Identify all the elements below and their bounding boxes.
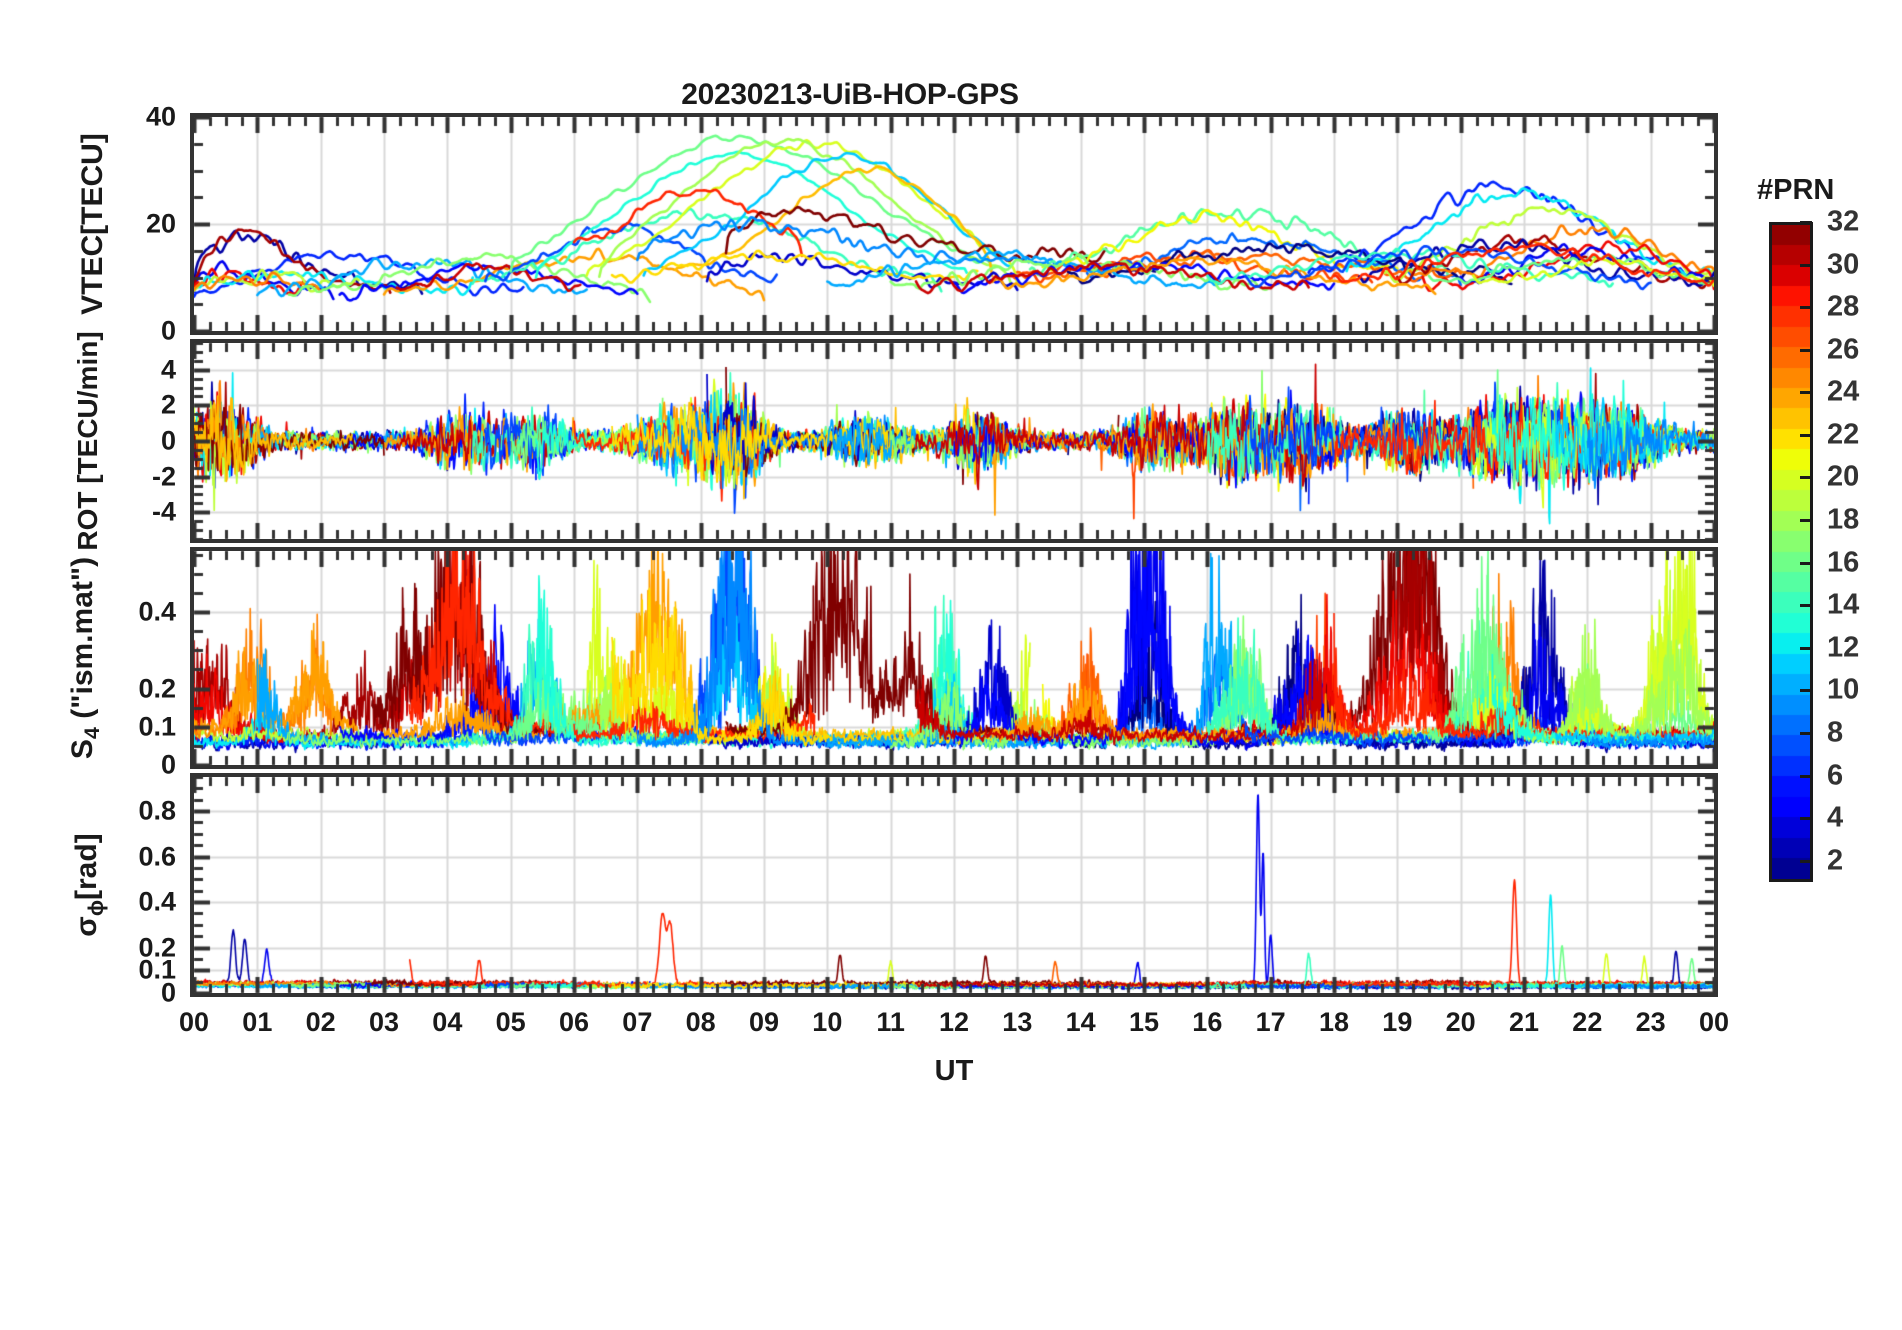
- y-tick-label-sigmaphi-4: 0.6: [138, 841, 176, 872]
- x-tick-label-12: 12: [938, 1007, 970, 1037]
- x-tick-label-7: 07: [622, 1007, 653, 1037]
- colorbar-tick-mark-12: [1800, 731, 1812, 735]
- colorbar-tick-label-12: 8: [1827, 716, 1844, 749]
- x-tick-label-20: 20: [1445, 1007, 1476, 1037]
- colorbar-tick-mark-14: [1800, 817, 1812, 821]
- y-tick-label-rot-4: 4: [160, 354, 176, 385]
- y-tick-label-sigmaphi-1: 0.1: [138, 954, 176, 985]
- x-tick-label-11: 11: [876, 1007, 905, 1037]
- y-tick-label-sigmaphi-0: 0: [160, 977, 176, 1008]
- colorbar-tick-mark-5: [1800, 433, 1812, 437]
- x-tick-label-17: 17: [1255, 1007, 1286, 1037]
- colorbar-tick-mark-0: [1800, 221, 1812, 224]
- y-tick-label-rot-0: -4: [151, 496, 176, 527]
- y-tick-label-vtec-1: 20: [145, 208, 176, 239]
- colorbar-tick-label-6: 20: [1827, 460, 1860, 493]
- colorbar-tick-mark-11: [1800, 689, 1812, 693]
- x-tick-label-5: 05: [495, 1007, 526, 1037]
- colorbar-tick-label-8: 16: [1827, 546, 1860, 579]
- y-tick-label-s4-2: 0.2: [138, 673, 176, 704]
- colorbar-tick-label-3: 26: [1827, 333, 1860, 366]
- x-tick-label-0: 00: [178, 1007, 210, 1037]
- colorbar-tick-label-14: 4: [1827, 801, 1844, 834]
- colorbar-tick-mark-10: [1800, 646, 1812, 650]
- y-tick-label-s4-3: 0.4: [138, 596, 176, 627]
- colorbar-canvas: [1772, 225, 1810, 879]
- colorbar-tick-mark-7: [1800, 519, 1812, 523]
- y-tick-label-sigmaphi-2: 0.2: [138, 932, 176, 963]
- x-tick-label-8: 08: [685, 1007, 716, 1037]
- colorbar-tick-label-15: 2: [1827, 844, 1844, 877]
- colorbar-tick-mark-13: [1800, 774, 1812, 778]
- colorbar-tick-mark-3: [1800, 348, 1812, 352]
- colorbar-title: #PRN: [1757, 174, 1835, 206]
- x-tick-label-10: 10: [812, 1007, 843, 1037]
- x-tick-label-2: 02: [305, 1007, 336, 1037]
- x-tick-label-3: 03: [368, 1007, 400, 1037]
- colorbar-tick-label-7: 18: [1827, 503, 1860, 536]
- x-tick-label-9: 09: [748, 1007, 780, 1037]
- y-tick-label-vtec-0: 0: [160, 315, 176, 346]
- x-tick-label-4: 04: [432, 1007, 463, 1037]
- y-tick-label-sigmaphi-5: 0.8: [138, 795, 176, 826]
- colorbar-tick-mark-2: [1800, 306, 1812, 310]
- y-tick-label-rot-1: -2: [151, 461, 176, 492]
- colorbar-tick-mark-15: [1800, 859, 1812, 863]
- x-tick-label-21: 21: [1508, 1007, 1540, 1037]
- x-tick-label-15: 15: [1128, 1007, 1160, 1037]
- x-tick-label-14: 14: [1065, 1007, 1096, 1037]
- y-tick-label-vtec-2: 40: [145, 101, 176, 132]
- colorbar-tick-label-11: 10: [1827, 673, 1860, 706]
- colorbar-tick-mark-6: [1800, 476, 1812, 480]
- colorbar-tick-label-13: 6: [1827, 759, 1844, 792]
- y-tick-label-s4-1: 0.1: [138, 711, 176, 742]
- x-tick-label-13: 13: [1002, 1007, 1033, 1037]
- colorbar-tick-mark-4: [1800, 391, 1812, 395]
- x-tick-label-6: 06: [558, 1007, 590, 1037]
- y-tick-label-sigmaphi-3: 0.4: [138, 886, 176, 917]
- x-axis-label: UT: [934, 1055, 974, 1087]
- x-tick-label-23: 23: [1635, 1007, 1666, 1037]
- colorbar-tick-mark-9: [1800, 604, 1812, 608]
- x-tick-label-22: 22: [1572, 1007, 1603, 1037]
- colorbar-tick-mark-1: [1800, 263, 1812, 267]
- colorbar-tick-mark-8: [1800, 561, 1812, 565]
- y-tick-label-s4-0: 0: [160, 749, 176, 780]
- x-tick-label-1: 01: [242, 1007, 273, 1037]
- colorbar-gradient: [1769, 222, 1813, 882]
- x-tick-label-19: 19: [1382, 1007, 1413, 1037]
- colorbar-tick-label-4: 24: [1827, 375, 1860, 408]
- colorbar-tick-label-5: 22: [1827, 418, 1860, 451]
- colorbar-tick-label-9: 14: [1827, 588, 1860, 621]
- colorbar-tick-label-2: 28: [1827, 290, 1860, 323]
- x-tick-label-18: 18: [1318, 1007, 1350, 1037]
- x-tick-label-24: 00: [1698, 1007, 1730, 1037]
- y-tick-label-rot-2: 0: [160, 425, 176, 456]
- colorbar-tick-label-0: 32: [1827, 205, 1860, 238]
- y-tick-label-rot-3: 2: [160, 389, 176, 420]
- colorbar-tick-label-1: 30: [1827, 248, 1860, 281]
- colorbar-tick-label-10: 12: [1827, 631, 1860, 664]
- x-tick-label-16: 16: [1192, 1007, 1223, 1037]
